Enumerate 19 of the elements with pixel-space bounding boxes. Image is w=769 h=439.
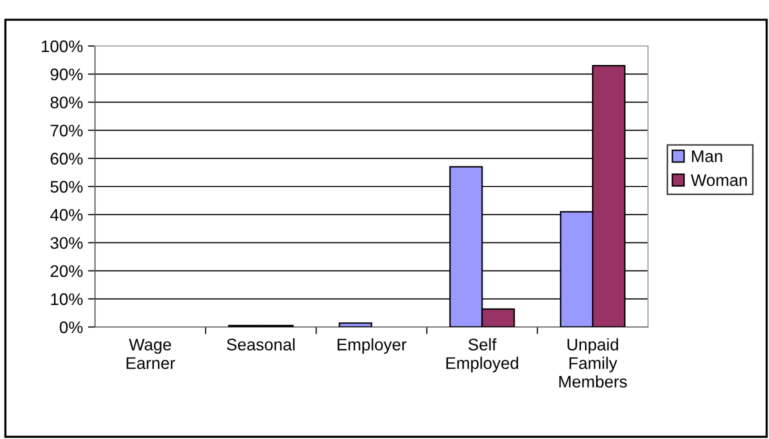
x-tick-label: Seasonal [226, 338, 295, 350]
x-tick-label: Employer [338, 338, 406, 354]
x-tick-label: Wage Earner [126, 338, 176, 370]
y-tick-label: 100% [42, 40, 83, 52]
y-tick-label: 30% [50, 237, 83, 249]
bar [338, 322, 372, 327]
x-tick-label: Self Employed [446, 338, 518, 372]
y-tick-label: 0% [60, 321, 83, 334]
legend-label: Woman [690, 174, 747, 186]
y-tick-label: 70% [50, 124, 83, 137]
y-tick-label: 90% [50, 68, 83, 80]
y-tick-label: 80% [50, 96, 83, 108]
y-tick-label: 60% [50, 152, 83, 165]
y-tick-label: 10% [51, 293, 83, 306]
x-tick-label: Unpaid Family Members [559, 338, 627, 388]
legend-label: Man [692, 150, 722, 162]
y-tick-label: 50% [50, 180, 83, 193]
y-tick-label: 20% [50, 265, 83, 278]
y-tick-label: 40% [50, 209, 83, 221]
